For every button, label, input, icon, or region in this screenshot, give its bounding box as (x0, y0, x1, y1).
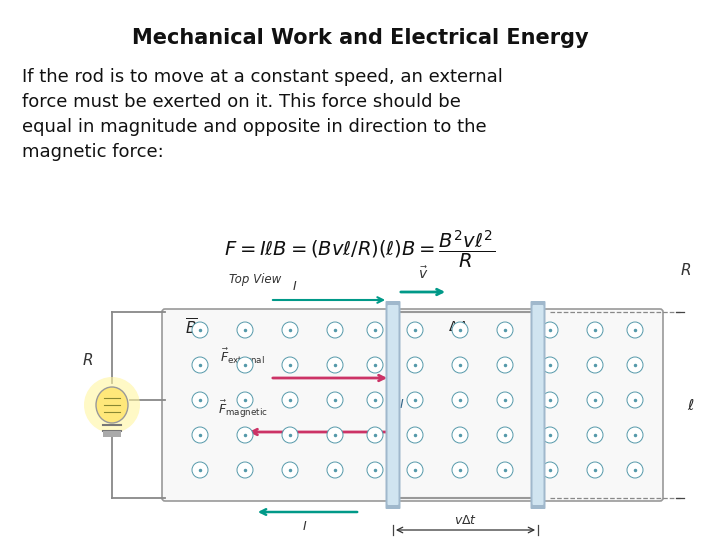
Text: $\overline{B}$: $\overline{B}$ (185, 318, 197, 338)
Text: $R$: $R$ (680, 262, 692, 278)
Text: $I$: $I$ (399, 399, 405, 411)
Text: $v\Delta t$: $v\Delta t$ (454, 514, 477, 527)
Circle shape (192, 392, 208, 408)
Circle shape (587, 462, 603, 478)
Circle shape (282, 462, 298, 478)
Circle shape (367, 322, 383, 338)
Circle shape (407, 357, 423, 373)
Circle shape (327, 462, 343, 478)
Text: $\vec{v}$: $\vec{v}$ (418, 265, 428, 282)
Circle shape (587, 322, 603, 338)
Circle shape (237, 427, 253, 443)
Text: Mechanical Work and Electrical Energy: Mechanical Work and Electrical Energy (132, 28, 588, 48)
Circle shape (452, 392, 468, 408)
Circle shape (542, 462, 558, 478)
Circle shape (627, 357, 643, 373)
Text: $F = I\ell B = (Bv\ell/R)(\ell)B = \dfrac{B^2v\ell^2}{R}$: $F = I\ell B = (Bv\ell/R)(\ell)B = \dfra… (225, 228, 495, 270)
Circle shape (627, 427, 643, 443)
Circle shape (84, 377, 140, 433)
Circle shape (282, 427, 298, 443)
Circle shape (237, 392, 253, 408)
Circle shape (327, 427, 343, 443)
Circle shape (542, 322, 558, 338)
Text: If the rod is to move at a constant speed, an external
force must be exerted on : If the rod is to move at a constant spee… (22, 68, 503, 161)
Circle shape (367, 392, 383, 408)
Circle shape (497, 357, 513, 373)
Circle shape (407, 462, 423, 478)
Circle shape (627, 392, 643, 408)
Circle shape (192, 462, 208, 478)
FancyBboxPatch shape (387, 305, 398, 505)
Circle shape (452, 357, 468, 373)
Circle shape (627, 462, 643, 478)
Circle shape (407, 392, 423, 408)
Circle shape (497, 427, 513, 443)
Circle shape (192, 322, 208, 338)
Circle shape (587, 392, 603, 408)
FancyBboxPatch shape (531, 301, 546, 509)
Circle shape (192, 427, 208, 443)
Circle shape (367, 357, 383, 373)
Circle shape (497, 322, 513, 338)
Circle shape (542, 357, 558, 373)
Circle shape (407, 427, 423, 443)
Circle shape (407, 322, 423, 338)
Circle shape (497, 392, 513, 408)
Text: $\vec{F}_{\mathrm{magnetic}}$: $\vec{F}_{\mathrm{magnetic}}$ (218, 399, 268, 420)
Text: $I$: $I$ (302, 520, 307, 533)
Circle shape (327, 357, 343, 373)
Circle shape (237, 322, 253, 338)
Text: $\vec{F}_{\mathrm{external}}$: $\vec{F}_{\mathrm{external}}$ (220, 347, 265, 366)
Circle shape (452, 462, 468, 478)
Circle shape (542, 427, 558, 443)
Circle shape (327, 392, 343, 408)
Circle shape (452, 427, 468, 443)
Circle shape (192, 357, 208, 373)
Text: $R$: $R$ (82, 352, 94, 368)
Text: Top View: Top View (229, 273, 281, 286)
Circle shape (627, 322, 643, 338)
Circle shape (237, 462, 253, 478)
FancyBboxPatch shape (385, 301, 400, 509)
Circle shape (237, 357, 253, 373)
Circle shape (367, 427, 383, 443)
Text: $\Delta A$: $\Delta A$ (448, 320, 468, 334)
Text: $\ell$: $\ell$ (687, 397, 695, 413)
Circle shape (587, 427, 603, 443)
Text: $I$: $I$ (292, 280, 297, 293)
Circle shape (542, 392, 558, 408)
FancyBboxPatch shape (533, 305, 544, 505)
Circle shape (367, 462, 383, 478)
Circle shape (497, 462, 513, 478)
Circle shape (587, 357, 603, 373)
Circle shape (452, 322, 468, 338)
Circle shape (327, 322, 343, 338)
Circle shape (282, 322, 298, 338)
Bar (103, 431, 121, 437)
Circle shape (282, 392, 298, 408)
Ellipse shape (96, 387, 128, 423)
Circle shape (282, 357, 298, 373)
FancyBboxPatch shape (162, 309, 663, 501)
